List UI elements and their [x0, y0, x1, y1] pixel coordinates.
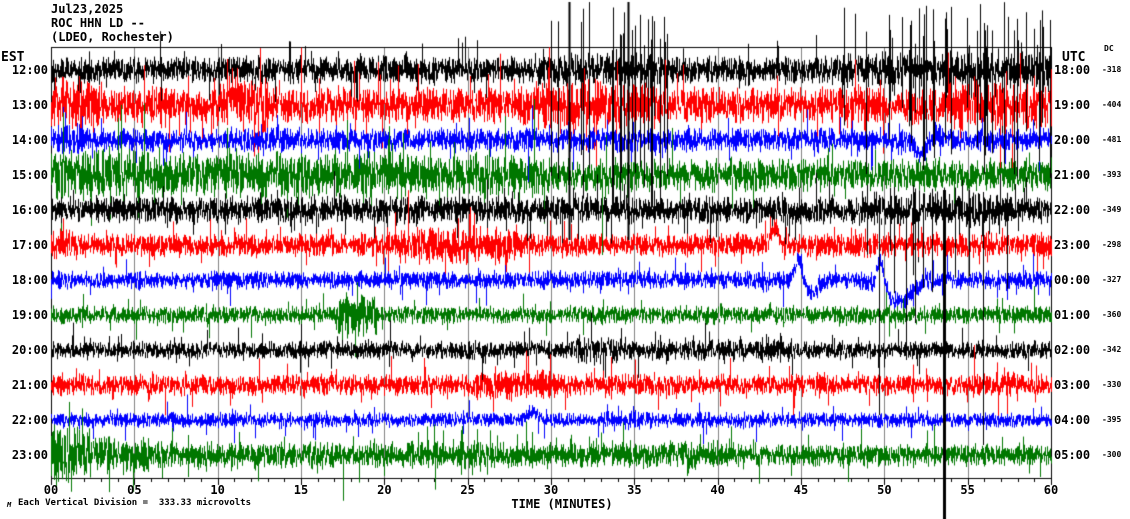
utc-time-label: 18:00 [1054, 63, 1091, 77]
utc-time-label: 21:00 [1054, 168, 1091, 182]
est-time-label: 21:00 [11, 378, 48, 392]
est-time-label: 13:00 [11, 98, 48, 112]
est-time-label: 16:00 [11, 203, 48, 217]
est-time-label: 17:00 [11, 238, 48, 252]
minute-tick-label: 00 [43, 483, 59, 497]
dc-value: -318 [1102, 65, 1122, 74]
dc-value: -360 [1102, 310, 1122, 319]
est-time-label: 22:00 [11, 413, 48, 427]
minute-tick-label: 45 [793, 483, 809, 497]
minute-tick-label: 10 [210, 483, 225, 497]
dc-value: -330 [1102, 380, 1122, 389]
dc-header: DC [1104, 44, 1114, 53]
est-time-label: 14:00 [11, 133, 48, 147]
est-time-label: 19:00 [11, 308, 48, 322]
utc-time-label: 19:00 [1054, 98, 1091, 112]
dc-value: -395 [1102, 415, 1122, 424]
est-time-label: 20:00 [11, 343, 48, 357]
minute-tick-label: 60 [1043, 483, 1059, 497]
est-header: EST [1, 50, 25, 65]
utc-time-label: 02:00 [1054, 343, 1091, 357]
utc-time-label: 23:00 [1054, 238, 1091, 252]
scale-footnote: Each Vertical Division = 333.33 microvol… [18, 498, 251, 508]
utc-time-label: 03:00 [1054, 378, 1091, 392]
minute-tick-label: 50 [877, 483, 892, 497]
minute-tick-label: 40 [710, 483, 725, 497]
title-date: Jul23,2025 [51, 2, 124, 16]
minute-tick-label: 55 [960, 483, 975, 497]
watermark-glyph: M [7, 501, 12, 509]
dc-value: -393 [1102, 170, 1122, 179]
utc-header: UTC [1062, 50, 1086, 65]
utc-time-label: 22:00 [1054, 203, 1091, 217]
dc-value: -342 [1102, 345, 1122, 354]
est-time-label: 15:00 [11, 168, 48, 182]
minute-tick-label: 25 [460, 483, 475, 497]
utc-time-label: 05:00 [1054, 448, 1091, 462]
title-network: (LDEO, Rochester) [51, 30, 174, 44]
dc-value: -404 [1102, 100, 1122, 109]
dc-value: -481 [1102, 135, 1122, 144]
dc-value: -298 [1102, 240, 1122, 249]
utc-time-label: 01:00 [1054, 308, 1091, 322]
minute-tick-label: 20 [377, 483, 392, 497]
est-time-label: 12:00 [11, 63, 48, 77]
minute-tick-label: 05 [127, 483, 142, 497]
utc-time-label: 20:00 [1054, 133, 1091, 147]
est-time-label: 18:00 [11, 273, 48, 287]
dc-value: -327 [1102, 275, 1122, 284]
minute-tick-label: 30 [543, 483, 559, 497]
minute-tick-label: 35 [627, 483, 642, 497]
time-axis-label: TIME (MINUTES) [511, 497, 613, 511]
dc-value: -300 [1102, 450, 1122, 459]
utc-time-label: 00:00 [1054, 273, 1091, 287]
est-time-label: 23:00 [11, 448, 48, 462]
title-station: ROC HHN LD -- [51, 16, 145, 30]
dc-value: -349 [1102, 205, 1122, 214]
utc-time-label: 04:00 [1054, 413, 1091, 427]
minute-tick-label: 15 [293, 483, 309, 497]
